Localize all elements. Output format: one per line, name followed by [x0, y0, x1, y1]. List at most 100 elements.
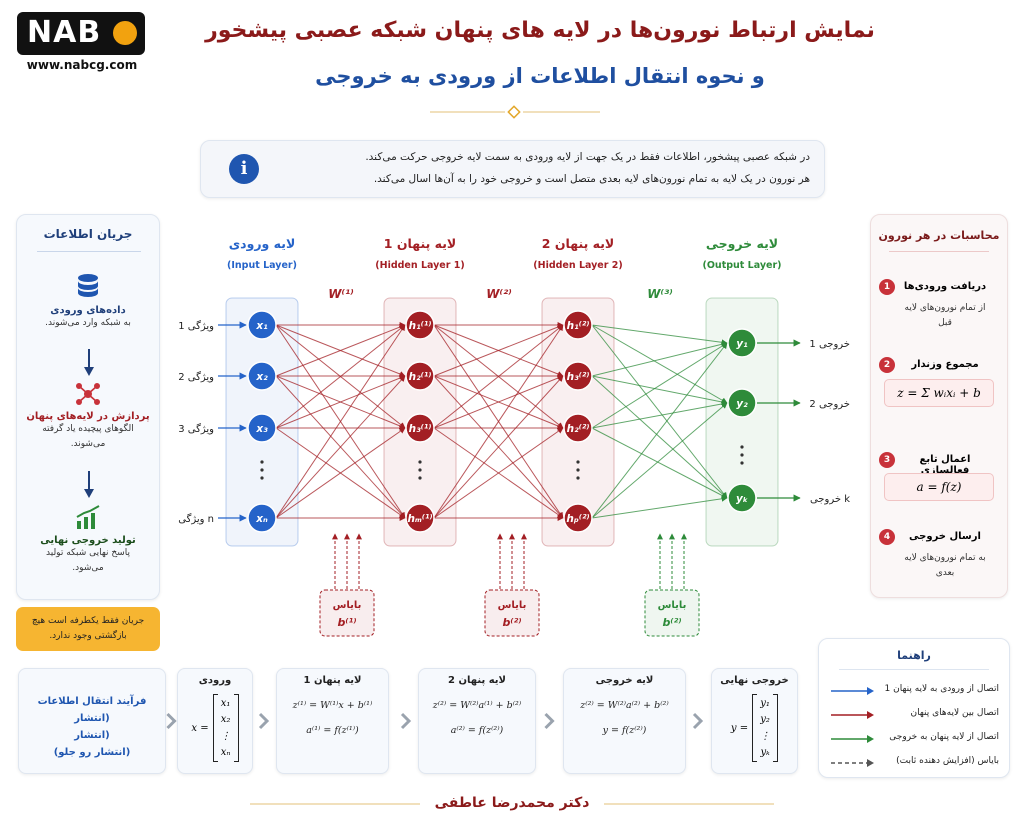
bias-label: بایاس [658, 600, 687, 611]
info-line: در شبکه عصبی پیشخور، اطلاعات فقط در یک ج… [365, 151, 810, 163]
output-label: خروجی 1 [809, 339, 850, 350]
connection [433, 427, 564, 519]
flow-note: جریان فقط یکطرفه است هیچ بازگشتی وجود ند… [16, 607, 160, 651]
neuron-label: y₁ [736, 338, 748, 350]
input-label: ویژگی 2 [178, 371, 214, 383]
neuron-label: yₖ [736, 493, 748, 505]
chevron [544, 712, 555, 730]
stage-formula: a⁽¹⁾ = f(z⁽¹⁾) [306, 725, 359, 736]
legend-arrowhead [867, 759, 874, 767]
process-title-line: فرآیند انتقال اطلاعات (انتشار [37, 696, 147, 724]
neuron-label: h₂⁽²⁾ [567, 423, 590, 435]
neuron-label: xₙ [255, 513, 268, 525]
step-number: 3 [879, 452, 895, 468]
neuron-label: hₘ⁽¹⁾ [407, 513, 432, 525]
ornament-diamond [507, 105, 521, 119]
vector-entry: x₂ [220, 714, 231, 726]
legend-arrowhead [867, 735, 874, 743]
vector-entry: y₁ [760, 697, 770, 709]
bracket-right [233, 694, 239, 762]
neuron-label: h₃⁽¹⁾ [409, 423, 432, 435]
output-label: خروجی 2 [809, 399, 850, 410]
stage-title: لایه پنهان 2 [448, 675, 506, 686]
footer: دکتر محمدرضا عاطفی [434, 795, 590, 811]
calc-step-text: از تمام نورون‌های لایه قبل [904, 303, 986, 328]
layer-name: لایه پنهان 2 [542, 236, 614, 251]
bias-label: بایاس [333, 600, 362, 611]
bias-box [644, 589, 700, 637]
flow-step-title: داده‌های ورودی [50, 305, 126, 316]
legend-swatch [831, 711, 874, 719]
step-number: 2 [879, 357, 895, 373]
stage-title: خروجی نهایی [720, 675, 789, 686]
layer-name: لایه پنهان 1 [384, 236, 456, 251]
vector-lhs: y = [730, 722, 749, 734]
connection [275, 375, 406, 519]
vector-entry: xₙ [220, 747, 231, 759]
logo-text: NAB [27, 15, 102, 50]
connection [433, 324, 564, 377]
divider [889, 251, 989, 252]
connection [591, 375, 728, 405]
connection [591, 342, 728, 519]
input-label: ویژگی 1 [178, 320, 214, 332]
database-icon [78, 274, 98, 297]
chart-icon [76, 505, 100, 529]
vector-expression: y = y₁ y₂ ⋮ yₖ [712, 694, 797, 762]
neuron-label: hₚ⁽²⁾ [566, 513, 589, 525]
formula: z = Σ wᵢxᵢ + b [884, 379, 994, 407]
connection [433, 375, 564, 519]
legend-text: اتصال از لایه پنهان به خروجی [889, 732, 999, 742]
divider [839, 669, 989, 670]
step-number: 1 [879, 279, 895, 295]
ellipsis-dot [260, 468, 264, 472]
legend: راهنما اتصال از ورودی به لایه پنهان 1 اتص… [818, 638, 1010, 778]
legend-swatch [831, 735, 874, 743]
flow-step-title: تولید خروجی نهایی [40, 535, 136, 546]
neuron [563, 413, 593, 443]
vector-entry: yₖ [760, 747, 770, 759]
bias-label: بایاس [498, 600, 527, 611]
chevron [400, 712, 412, 730]
neuron-label: h₂⁽¹⁾ [409, 371, 432, 383]
flow-step: تولید خروجی نهایی پاسخ نهایی شبکه تولید … [17, 505, 159, 576]
ellipsis-dot [740, 453, 744, 457]
process-title-line: (انتشار [74, 730, 110, 741]
neuron-label: y₂ [736, 398, 748, 410]
connection [591, 375, 728, 499]
chevron [258, 712, 270, 730]
flow-step: داده‌های ورودی به شبکه وارد می‌شوند. [17, 273, 159, 331]
neuron [405, 413, 435, 443]
neuron [727, 483, 757, 513]
title-line-2: و نحوه انتقال اطلاعات از ورودی به خروجی [315, 64, 765, 88]
connection [591, 495, 728, 519]
vector-entry: y₂ [760, 714, 770, 726]
vector-entries: y₁ y₂ ⋮ yₖ [757, 695, 773, 761]
neuron [247, 503, 277, 533]
neuron-label: x₃ [255, 423, 268, 435]
bracket-left [752, 694, 758, 762]
flow-step-text: الگوهای پیچیده یاد گرفته می‌شوند. [42, 424, 134, 449]
calc-step-title: اعمال تابع فعالسازی [919, 454, 971, 476]
info-box: i در شبکه عصبی پیشخور، اطلاعات فقط در یک… [200, 140, 825, 198]
input-label: ویژگی 3 [178, 423, 214, 435]
network-icon [76, 383, 100, 405]
connection [591, 427, 728, 499]
legend-item: اتصال از ورودی به لایه پنهان 1 [829, 683, 999, 699]
vector-expression: x = x₁ x₂ ⋮ xₙ [178, 694, 252, 762]
connection [591, 342, 728, 429]
process-stage: لایه پنهان 1 z⁽¹⁾ = W⁽¹⁾x + b⁽¹⁾ a⁽¹⁾ = f(… [276, 668, 389, 774]
connection [275, 324, 406, 429]
bracket-right [773, 694, 779, 762]
info-icon: i [229, 154, 259, 184]
ellipsis-dot [418, 468, 422, 472]
legend-item: بایاس (افزایش دهنده ثابت) [829, 755, 999, 771]
layer-name-en: (Output Layer) [703, 260, 782, 271]
flow-title: جریان اطلاعات [43, 227, 133, 241]
stage-formula: z⁽²⁾ = W⁽²⁾a⁽¹⁾ + b⁽²⁾ [432, 700, 522, 711]
chevron [692, 712, 704, 730]
flow-panel: جریان اطلاعات داده‌های ورودی به شبکه وار… [16, 214, 160, 600]
neuron-label: x₂ [255, 371, 268, 383]
legend-text: اتصال از ورودی به لایه پنهان 1 [884, 684, 999, 694]
